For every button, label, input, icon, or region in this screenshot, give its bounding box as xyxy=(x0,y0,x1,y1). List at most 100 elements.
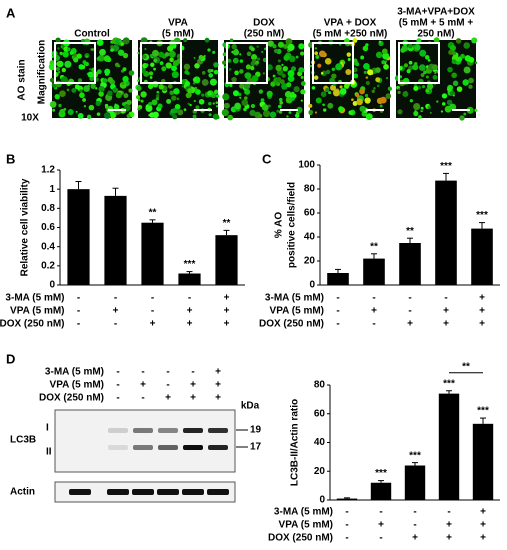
cell xyxy=(231,76,237,83)
cell xyxy=(251,75,259,82)
treatment-sign: + xyxy=(407,319,413,330)
treatment-sign: - xyxy=(77,306,80,317)
cell xyxy=(59,90,66,97)
cell xyxy=(281,83,288,90)
cell xyxy=(192,78,197,82)
treatment-sign: - xyxy=(336,319,339,330)
cell xyxy=(96,112,101,116)
treatment-sign: + xyxy=(165,393,171,404)
treatment-sign: + xyxy=(190,393,196,404)
cell xyxy=(314,47,317,50)
cell xyxy=(120,42,124,46)
cell xyxy=(313,75,319,80)
cell xyxy=(249,109,256,117)
cell xyxy=(66,88,70,92)
band xyxy=(183,428,203,433)
cell xyxy=(183,108,187,112)
treatment-sign: - xyxy=(408,293,411,304)
cell xyxy=(272,44,277,49)
treatment-sign: + xyxy=(446,533,452,544)
y-axis-label: Relative cell viability xyxy=(20,178,31,276)
treatment-sign: - xyxy=(114,319,117,330)
cell xyxy=(212,50,216,55)
cell xyxy=(159,61,164,66)
cell xyxy=(208,73,214,78)
cell xyxy=(86,114,92,119)
kda-marker: 17 xyxy=(250,442,262,453)
cell xyxy=(228,68,232,71)
cell xyxy=(151,99,158,106)
treatment-sign: + xyxy=(113,306,119,317)
cell xyxy=(239,69,244,74)
cell xyxy=(212,102,215,105)
cell xyxy=(300,51,305,56)
cell xyxy=(57,47,60,50)
cell xyxy=(62,51,69,58)
cell xyxy=(351,98,354,102)
cell xyxy=(184,70,189,75)
cell xyxy=(451,72,457,79)
y-tick-label: 0.2 xyxy=(41,260,55,271)
cell xyxy=(239,53,242,56)
band xyxy=(182,489,204,495)
cell xyxy=(463,42,471,49)
cell xyxy=(300,89,306,95)
cell xyxy=(156,94,160,98)
cell xyxy=(102,78,108,84)
treatment-sign: + xyxy=(480,533,486,544)
cell xyxy=(222,42,228,48)
cell xyxy=(276,109,280,113)
cell xyxy=(145,104,153,112)
cell xyxy=(378,40,382,43)
cell xyxy=(291,91,295,96)
cell xyxy=(71,87,77,93)
cell xyxy=(381,60,386,65)
band xyxy=(208,428,228,433)
cell xyxy=(385,93,392,99)
cell xyxy=(123,93,129,99)
band xyxy=(108,445,128,450)
cell xyxy=(232,49,240,56)
cell xyxy=(466,106,474,114)
cell xyxy=(360,55,365,60)
bar xyxy=(327,273,349,285)
treatment-sign: - xyxy=(336,293,339,304)
significance: *** xyxy=(375,468,387,479)
cell xyxy=(183,63,191,71)
cell xyxy=(371,89,375,93)
cell xyxy=(110,48,114,52)
cell xyxy=(104,105,108,109)
treatment-label: 3-MA (5 mM) xyxy=(45,367,104,378)
treatment-sign: + xyxy=(480,520,486,531)
bar xyxy=(438,393,460,500)
cell xyxy=(87,71,94,78)
cell xyxy=(95,87,98,90)
treatment-label: VPA (5 mM) xyxy=(50,380,104,391)
treatment-sign: + xyxy=(215,380,221,391)
cell xyxy=(320,71,324,75)
cell xyxy=(355,93,360,98)
cell xyxy=(152,80,159,88)
band xyxy=(133,445,153,450)
cell xyxy=(229,38,234,42)
cell xyxy=(69,50,74,55)
treatment-sign: - xyxy=(345,520,348,531)
cell xyxy=(300,99,303,102)
cell xyxy=(81,65,86,70)
significance: ** xyxy=(462,361,470,372)
cell xyxy=(408,60,413,65)
kda-marker: 19 xyxy=(250,425,262,436)
cell xyxy=(158,51,165,58)
bar xyxy=(370,482,392,500)
treatment-sign: - xyxy=(166,367,169,378)
cell xyxy=(407,43,413,49)
cell xyxy=(432,74,438,80)
cell xyxy=(115,38,122,45)
cell xyxy=(246,51,252,57)
cell xyxy=(128,88,133,93)
cell xyxy=(425,89,429,93)
cell xyxy=(277,41,285,48)
cell xyxy=(474,61,478,64)
cell xyxy=(424,55,430,60)
cell xyxy=(400,47,406,53)
